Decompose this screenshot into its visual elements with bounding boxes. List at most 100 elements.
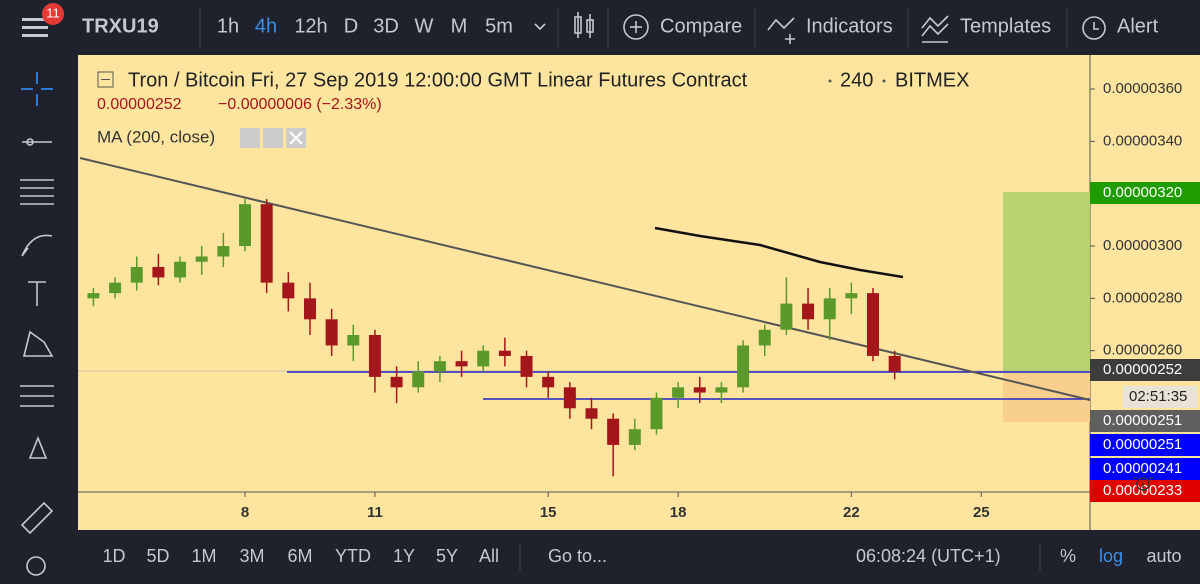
candle-body <box>823 298 836 320</box>
interval[interactable]: D <box>344 15 358 37</box>
collapse-button[interactable] <box>97 71 114 88</box>
candle-body <box>780 303 793 330</box>
y-tick-label: 0.00000280 <box>1103 289 1182 306</box>
candle-body <box>542 376 555 388</box>
interval[interactable]: M <box>451 15 468 37</box>
candle-body <box>520 355 533 377</box>
candle-body <box>737 345 750 388</box>
candle-body <box>87 293 100 299</box>
candle-body <box>325 319 338 346</box>
range[interactable]: 3M <box>239 546 264 566</box>
settings[interactable] <box>1133 468 1153 491</box>
candle-body <box>195 256 208 262</box>
legend-study: MA (200, close) <box>97 127 215 146</box>
interval[interactable]: 3D <box>373 15 399 37</box>
compare-icon[interactable] <box>623 14 649 40</box>
compare[interactable]: Compare <box>660 15 742 37</box>
candle-body <box>239 204 252 247</box>
candle-body <box>802 303 815 320</box>
separator-dot <box>828 79 832 83</box>
range[interactable]: 5Y <box>436 546 458 566</box>
percent-toggle[interactable]: % <box>1060 546 1076 566</box>
candle-icon[interactable] <box>574 12 594 38</box>
badge-count: 11 <box>46 5 60 20</box>
candle-body <box>433 361 446 372</box>
price-badge-label: 0.00000251 <box>1103 412 1182 429</box>
candle-body <box>152 266 165 278</box>
drawing-tools[interactable] <box>20 72 54 576</box>
moving-average <box>654 226 904 279</box>
x-tick-label: 15 <box>540 504 557 521</box>
x-tick-label: 22 <box>843 504 860 521</box>
chevron[interactable] <box>534 23 546 31</box>
interval[interactable]: 4h <box>255 15 277 37</box>
range[interactable]: YTD <box>335 546 371 566</box>
candle-body <box>477 350 490 367</box>
price-badge <box>1090 458 1200 480</box>
candle-body <box>585 408 598 419</box>
interval[interactable]: W <box>415 15 434 37</box>
indicators[interactable]: Indicators <box>806 15 893 37</box>
candle-body <box>672 387 685 398</box>
candle-body <box>715 387 728 393</box>
range[interactable]: 1Y <box>393 546 415 566</box>
legend-interval: 240 <box>840 69 873 91</box>
y-tick-label: 0.00000260 <box>1103 342 1182 359</box>
range[interactable]: 5D <box>146 546 169 566</box>
candle-body <box>282 282 295 299</box>
y-tick-label: 0.00000340 <box>1103 132 1182 149</box>
legend-last: 0.00000252 <box>97 96 182 113</box>
alert[interactable]: Alert <box>1117 15 1159 37</box>
hamburger[interactable] <box>22 18 48 37</box>
price-badge-label: 02:51:35 <box>1129 388 1187 405</box>
candle-body <box>303 298 316 320</box>
legend-title: Tron / Bitcoin Fri, 27 Sep 2019 12:00:00… <box>128 69 748 91</box>
legend-exchange: BITMEX <box>895 69 969 91</box>
study-buttons[interactable] <box>240 128 306 148</box>
y-tick-label: 0.00000300 <box>1103 237 1182 254</box>
alert-icon[interactable] <box>1082 16 1106 40</box>
range[interactable]: 6M <box>287 546 312 566</box>
x-tick-label: 8 <box>241 504 249 521</box>
separator-dot <box>882 79 886 83</box>
templates[interactable]: Templates <box>960 15 1051 37</box>
indicators-icon[interactable] <box>767 17 795 44</box>
x-tick-label: 18 <box>670 504 687 521</box>
candle-body <box>845 293 858 299</box>
candle-body <box>498 350 511 356</box>
candle-body <box>563 387 576 409</box>
candle-body <box>888 355 901 372</box>
range[interactable]: 1D <box>102 546 125 566</box>
candle-body <box>260 204 273 283</box>
interval[interactable]: 12h <box>294 15 327 37</box>
symbol[interactable]: TRXU19 <box>82 15 159 37</box>
candle-body <box>867 293 880 356</box>
price-badge-label: 0.00000252 <box>1103 361 1182 378</box>
candle-body <box>650 397 663 430</box>
candle-body <box>628 429 641 445</box>
candle-body <box>217 246 230 257</box>
candle-body <box>368 334 381 377</box>
trend-line <box>79 157 1091 401</box>
price-badge-label: 0.00000251 <box>1103 436 1182 453</box>
interval[interactable]: 5m <box>485 15 513 37</box>
log-toggle[interactable]: log <box>1099 546 1123 566</box>
clock: 06:08:24 (UTC+1) <box>856 546 1001 566</box>
x-tick-label: 11 <box>367 504 383 521</box>
go-to[interactable]: Go to... <box>548 546 607 566</box>
candle-body <box>390 376 403 388</box>
interval[interactable]: 1h <box>217 15 239 37</box>
price-badge <box>1090 434 1200 456</box>
auto-toggle[interactable]: auto <box>1146 546 1181 566</box>
range[interactable]: All <box>479 546 499 566</box>
price-badge <box>1090 480 1200 502</box>
badge <box>42 3 64 25</box>
legend-change: −0.00000006 (−2.33%) <box>218 96 382 113</box>
range[interactable]: 1M <box>191 546 216 566</box>
candle-body <box>347 334 360 346</box>
price-badge <box>1090 410 1200 432</box>
y-tick-label: 0.00000360 <box>1103 80 1182 97</box>
templates-icon[interactable] <box>921 15 949 43</box>
candle-body <box>693 387 706 393</box>
